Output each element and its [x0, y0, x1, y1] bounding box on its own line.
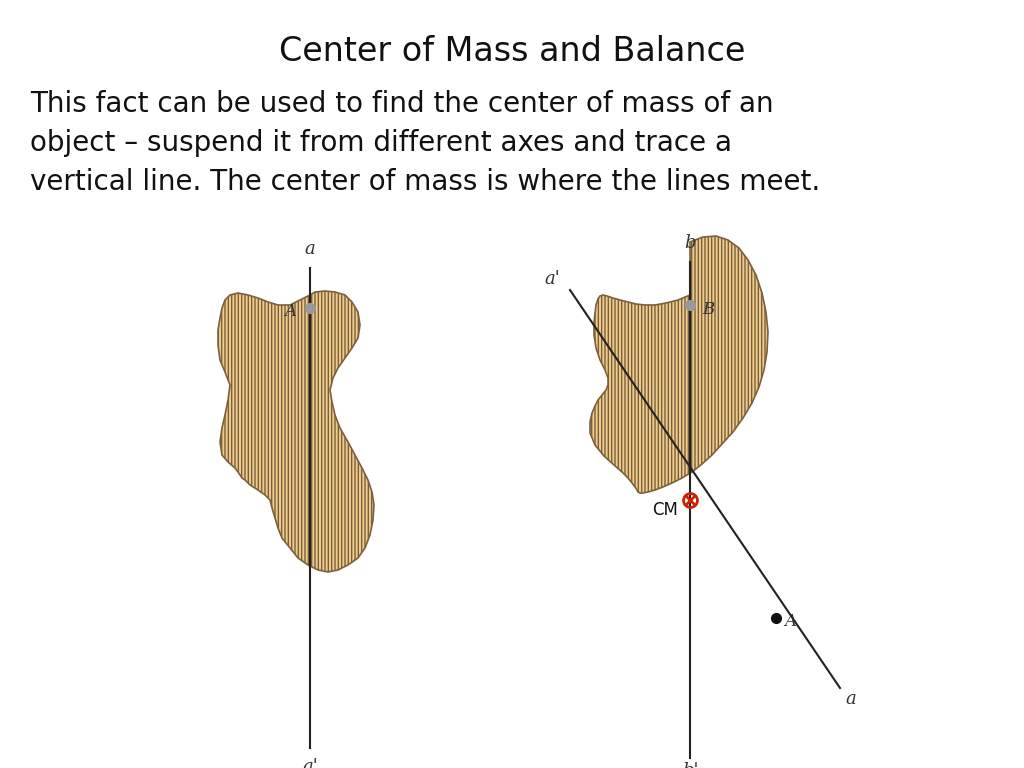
Text: a: a: [304, 240, 315, 258]
Text: A: A: [784, 614, 796, 631]
Text: Center of Mass and Balance: Center of Mass and Balance: [279, 35, 745, 68]
Text: a: a: [845, 690, 856, 708]
Polygon shape: [590, 236, 768, 493]
Text: B: B: [702, 302, 715, 319]
Text: b: b: [684, 234, 695, 252]
Text: b': b': [682, 762, 698, 768]
Polygon shape: [218, 291, 374, 572]
Text: a': a': [544, 270, 560, 288]
Text: a': a': [302, 758, 317, 768]
Text: This fact can be used to find the center of mass of an
object – suspend it from : This fact can be used to find the center…: [30, 90, 820, 196]
Text: A: A: [284, 303, 296, 320]
Text: CM: CM: [652, 501, 678, 519]
